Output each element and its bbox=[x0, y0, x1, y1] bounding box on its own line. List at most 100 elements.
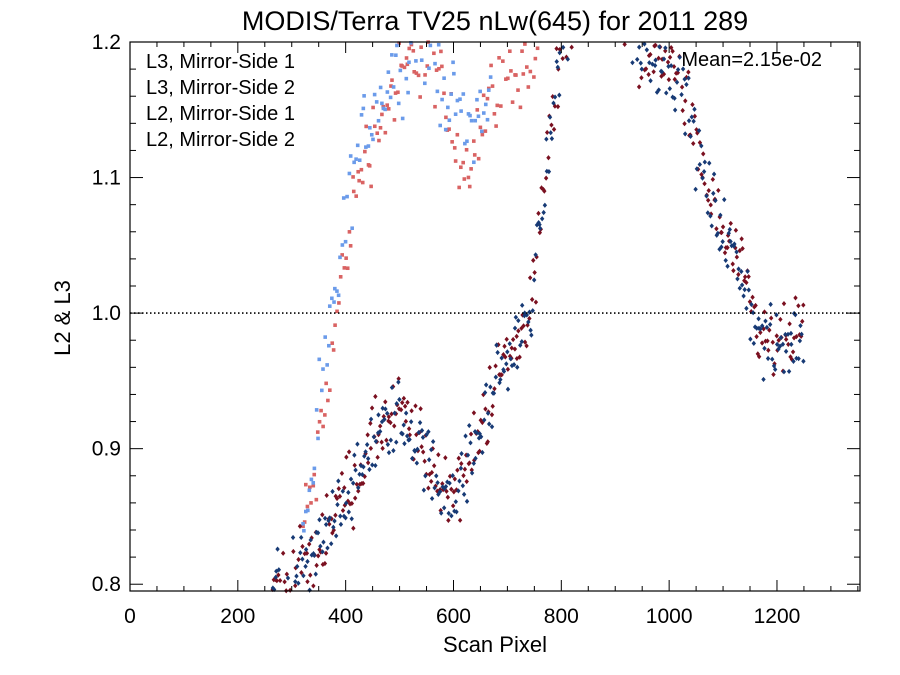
data-point-l2 bbox=[327, 304, 332, 308]
data-point-l3 bbox=[402, 441, 407, 447]
data-point-l2 bbox=[337, 301, 341, 305]
data-point-l3 bbox=[637, 44, 642, 50]
data-point-l3 bbox=[375, 454, 380, 460]
data-point-l3 bbox=[762, 345, 767, 351]
data-point-l3 bbox=[450, 472, 455, 479]
data-point-l2 bbox=[443, 127, 448, 132]
data-point-l3 bbox=[373, 438, 379, 444]
data-point-l2 bbox=[324, 381, 328, 386]
data-point-l3 bbox=[502, 343, 507, 349]
data-point-l3 bbox=[643, 66, 649, 72]
data-point-l3 bbox=[671, 63, 677, 70]
data-point-l2 bbox=[314, 497, 319, 502]
legend: L3, Mirror-Side 1 L3, Mirror-Side 2 L2, Mi… bbox=[146, 51, 295, 151]
data-point-l2 bbox=[407, 60, 411, 65]
data-point-l2 bbox=[455, 132, 460, 137]
data-point-l3 bbox=[437, 489, 443, 495]
data-point-l3 bbox=[754, 334, 759, 340]
data-point-l3 bbox=[409, 408, 414, 414]
data-point-l3 bbox=[335, 502, 340, 508]
data-point-l3 bbox=[800, 318, 805, 324]
data-point-l3 bbox=[410, 455, 415, 462]
data-point-l3 bbox=[518, 342, 523, 348]
data-point-l3 bbox=[416, 429, 421, 436]
data-point-l3 bbox=[788, 354, 793, 360]
data-point-l3 bbox=[458, 465, 464, 471]
data-point-l2 bbox=[348, 154, 353, 158]
data-point-l2 bbox=[481, 111, 486, 115]
data-point-l3 bbox=[324, 492, 329, 499]
data-point-l3 bbox=[389, 411, 394, 417]
data-point-l3 bbox=[521, 323, 526, 329]
data-point-l3 bbox=[449, 486, 454, 492]
data-point-l3 bbox=[542, 188, 547, 194]
data-point-l3 bbox=[331, 527, 336, 533]
data-point-l3 bbox=[767, 321, 773, 328]
data-point-l2 bbox=[315, 430, 320, 434]
data-point-l3 bbox=[799, 331, 804, 337]
data-point-l2 bbox=[465, 139, 469, 144]
data-point-l3 bbox=[487, 364, 492, 371]
data-point-l3 bbox=[786, 368, 792, 375]
data-point-l3 bbox=[529, 296, 535, 303]
data-point-l3 bbox=[369, 405, 375, 411]
data-point-l3 bbox=[794, 355, 799, 361]
chart-title: MODIS/Terra TV25 nLw(645) for 2011 289 bbox=[242, 6, 748, 36]
data-point-l2 bbox=[447, 118, 452, 123]
legend-entry: L3, Mirror-Side 1 bbox=[146, 51, 295, 73]
data-point-l2 bbox=[483, 102, 488, 107]
data-point-l2 bbox=[508, 49, 512, 53]
data-point-l3 bbox=[276, 572, 281, 578]
data-point-l3 bbox=[342, 502, 348, 508]
data-point-l3 bbox=[340, 507, 346, 514]
data-point-l2 bbox=[405, 62, 410, 67]
data-point-l3 bbox=[739, 268, 744, 275]
data-point-l3 bbox=[748, 336, 753, 342]
data-point-l3 bbox=[511, 362, 517, 368]
data-point-l2 bbox=[471, 139, 476, 143]
data-point-l3 bbox=[469, 470, 475, 476]
data-point-l2 bbox=[400, 64, 404, 68]
data-point-l2 bbox=[463, 141, 467, 146]
data-point-l2 bbox=[472, 160, 476, 165]
data-point-l2 bbox=[478, 125, 483, 130]
data-point-l3 bbox=[542, 202, 548, 208]
data-point-l3 bbox=[801, 358, 806, 364]
data-point-l3 bbox=[651, 69, 656, 75]
data-point-l2 bbox=[347, 230, 352, 234]
data-point-l3 bbox=[327, 515, 332, 521]
data-point-l2 bbox=[341, 196, 346, 200]
data-point-l3 bbox=[723, 257, 728, 264]
data-point-l3 bbox=[656, 87, 661, 93]
data-point-l3 bbox=[495, 349, 500, 356]
data-point-l3 bbox=[532, 269, 537, 276]
data-point-l2 bbox=[332, 300, 336, 304]
data-point-l3 bbox=[725, 245, 730, 251]
data-point-l2 bbox=[392, 118, 397, 122]
data-point-l3 bbox=[667, 54, 673, 60]
data-point-l2 bbox=[452, 71, 456, 76]
data-point-l3 bbox=[761, 326, 766, 332]
data-point-l3 bbox=[407, 436, 412, 443]
data-point-l3 bbox=[672, 107, 678, 113]
data-point-l3 bbox=[665, 59, 671, 65]
data-point-l3 bbox=[692, 106, 697, 112]
data-point-l3 bbox=[485, 439, 490, 445]
data-point-l2 bbox=[414, 59, 418, 63]
data-point-l3 bbox=[737, 285, 742, 291]
data-point-l2 bbox=[414, 71, 419, 75]
data-point-l3 bbox=[636, 84, 642, 90]
data-point-l3 bbox=[482, 390, 488, 396]
data-point-l3 bbox=[781, 301, 787, 307]
data-point-l3 bbox=[541, 186, 546, 193]
data-point-l3 bbox=[360, 480, 366, 486]
data-point-l3 bbox=[490, 403, 495, 409]
data-point-l2 bbox=[528, 69, 533, 74]
data-point-l3 bbox=[322, 560, 328, 567]
data-point-l3 bbox=[772, 361, 777, 367]
data-point-l3 bbox=[791, 358, 796, 364]
data-point-l3 bbox=[746, 274, 751, 280]
data-point-l3 bbox=[554, 58, 559, 65]
data-point-l3 bbox=[675, 70, 681, 76]
data-point-l3 bbox=[438, 510, 444, 516]
